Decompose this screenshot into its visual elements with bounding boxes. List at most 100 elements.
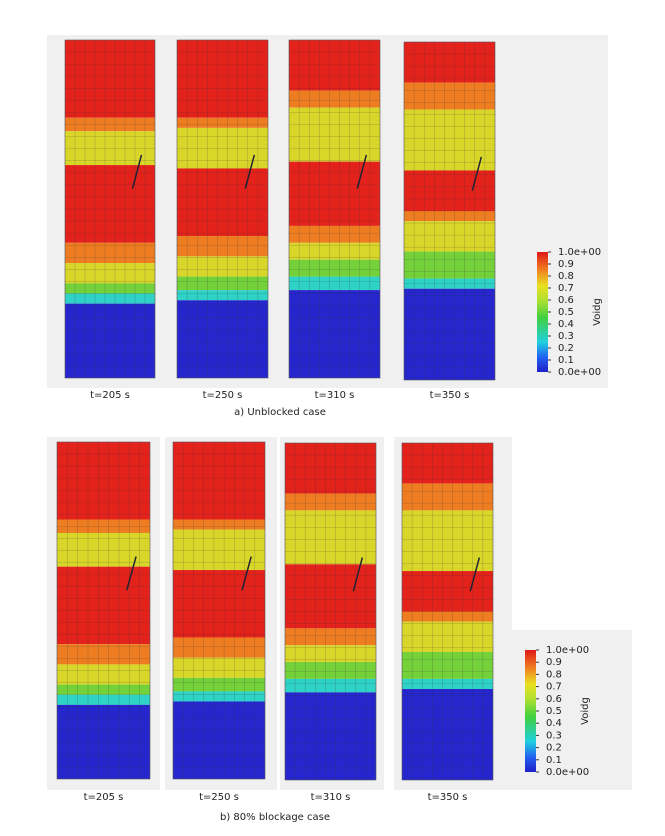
void-band bbox=[285, 628, 376, 646]
void-band bbox=[402, 443, 493, 484]
void-band bbox=[177, 168, 268, 237]
void-band bbox=[285, 678, 376, 693]
void-band bbox=[173, 701, 265, 779]
colorbar bbox=[537, 252, 548, 372]
void-band bbox=[173, 637, 265, 658]
void-band bbox=[404, 42, 495, 83]
void-band bbox=[65, 293, 155, 304]
colorbar-tick-label: 1.0e+00 bbox=[546, 645, 589, 656]
void-band bbox=[177, 40, 268, 118]
void-band bbox=[173, 657, 265, 678]
void-band bbox=[402, 571, 493, 612]
void-band bbox=[404, 221, 495, 252]
void-band bbox=[173, 529, 265, 571]
void-band bbox=[285, 564, 376, 629]
velocity-arrow bbox=[126, 556, 137, 591]
colorbar-tick-label: 0.7 bbox=[546, 682, 562, 693]
colorbar-tick-label: 0.1 bbox=[558, 355, 574, 366]
time-label: t=205 s bbox=[84, 792, 124, 803]
void-band bbox=[173, 442, 265, 520]
void-band bbox=[65, 263, 155, 284]
colorbar-title: Voidg bbox=[592, 298, 603, 326]
caption: b) 80% blockage case bbox=[220, 812, 330, 823]
void-band bbox=[404, 278, 495, 289]
velocity-arrow bbox=[471, 156, 483, 191]
void-band bbox=[173, 677, 265, 692]
void-band bbox=[57, 664, 150, 685]
frame-border bbox=[284, 442, 377, 781]
colorbar bbox=[525, 650, 536, 772]
void-band bbox=[404, 170, 495, 211]
colorbar-tick-label: 0.5 bbox=[558, 307, 574, 318]
void-band bbox=[285, 493, 376, 511]
void-band bbox=[177, 236, 268, 257]
void-band bbox=[57, 704, 150, 779]
time-label: t=250 s bbox=[203, 390, 243, 401]
colorbar-tick-label: 0.1 bbox=[546, 755, 562, 766]
void-band bbox=[57, 644, 150, 665]
frame-border bbox=[288, 39, 381, 379]
time-label: t=350 s bbox=[428, 792, 468, 803]
void-band bbox=[57, 684, 150, 695]
colorbar-tick-label: 0.6 bbox=[558, 295, 574, 306]
void-band bbox=[285, 510, 376, 565]
colorbar-tick-label: 0.6 bbox=[546, 694, 562, 705]
colorbar-tick-label: 0.4 bbox=[546, 718, 562, 729]
void-band bbox=[173, 570, 265, 638]
void-band bbox=[57, 566, 150, 645]
void-band bbox=[173, 519, 265, 530]
void-band bbox=[289, 225, 380, 243]
frame-border bbox=[56, 441, 151, 780]
time-label: t=205 s bbox=[90, 390, 130, 401]
colorbar-tick-label: 0.8 bbox=[558, 271, 574, 282]
frame-border bbox=[64, 39, 156, 379]
void-band bbox=[57, 694, 150, 705]
void-band bbox=[65, 40, 155, 118]
void-band bbox=[65, 242, 155, 264]
void-band bbox=[289, 290, 380, 378]
colorbar-tick-label: 0.8 bbox=[546, 669, 562, 680]
void-band bbox=[177, 256, 268, 277]
colorbar-title: Voidg bbox=[580, 697, 591, 725]
time-label: t=310 s bbox=[315, 390, 355, 401]
void-band bbox=[402, 621, 493, 652]
void-band bbox=[57, 442, 150, 520]
colorbar-tick-label: 0.3 bbox=[558, 331, 574, 342]
void-band bbox=[289, 107, 380, 162]
void-band bbox=[65, 165, 155, 243]
frame-border bbox=[401, 442, 494, 781]
colorbar-tick-label: 0.2 bbox=[558, 343, 574, 354]
colorbar-tick-label: 0.3 bbox=[546, 730, 562, 741]
void-band bbox=[177, 117, 268, 128]
frame-border bbox=[403, 41, 496, 381]
void-band bbox=[289, 242, 380, 260]
void-band bbox=[177, 127, 268, 169]
void-band bbox=[289, 90, 380, 108]
colorbar-tick-label: 1.0e+00 bbox=[558, 247, 601, 258]
velocity-arrow bbox=[469, 557, 481, 592]
void-band bbox=[65, 303, 155, 378]
void-band bbox=[402, 678, 493, 690]
colorbar-tick-label: 0.7 bbox=[558, 283, 574, 294]
colorbar-tick-label: 0.0e+00 bbox=[558, 367, 601, 378]
void-band bbox=[285, 692, 376, 780]
void-band bbox=[402, 651, 493, 679]
void-band bbox=[285, 645, 376, 663]
colorbar-tick-label: 0.9 bbox=[546, 657, 562, 668]
void-band bbox=[402, 510, 493, 572]
void-band bbox=[57, 519, 150, 533]
void-band bbox=[404, 251, 495, 279]
frame-border bbox=[176, 39, 269, 379]
void-band bbox=[285, 662, 376, 679]
void-band bbox=[402, 611, 493, 622]
velocity-arrow bbox=[241, 556, 252, 591]
colorbar-tick-label: 0.4 bbox=[558, 319, 574, 330]
frame-border bbox=[172, 441, 266, 780]
time-label: t=250 s bbox=[199, 792, 239, 803]
void-band bbox=[177, 290, 268, 301]
void-band bbox=[289, 161, 380, 226]
colorbar-tick-label: 0.9 bbox=[558, 259, 574, 270]
void-band bbox=[285, 443, 376, 494]
velocity-arrow bbox=[352, 557, 364, 592]
